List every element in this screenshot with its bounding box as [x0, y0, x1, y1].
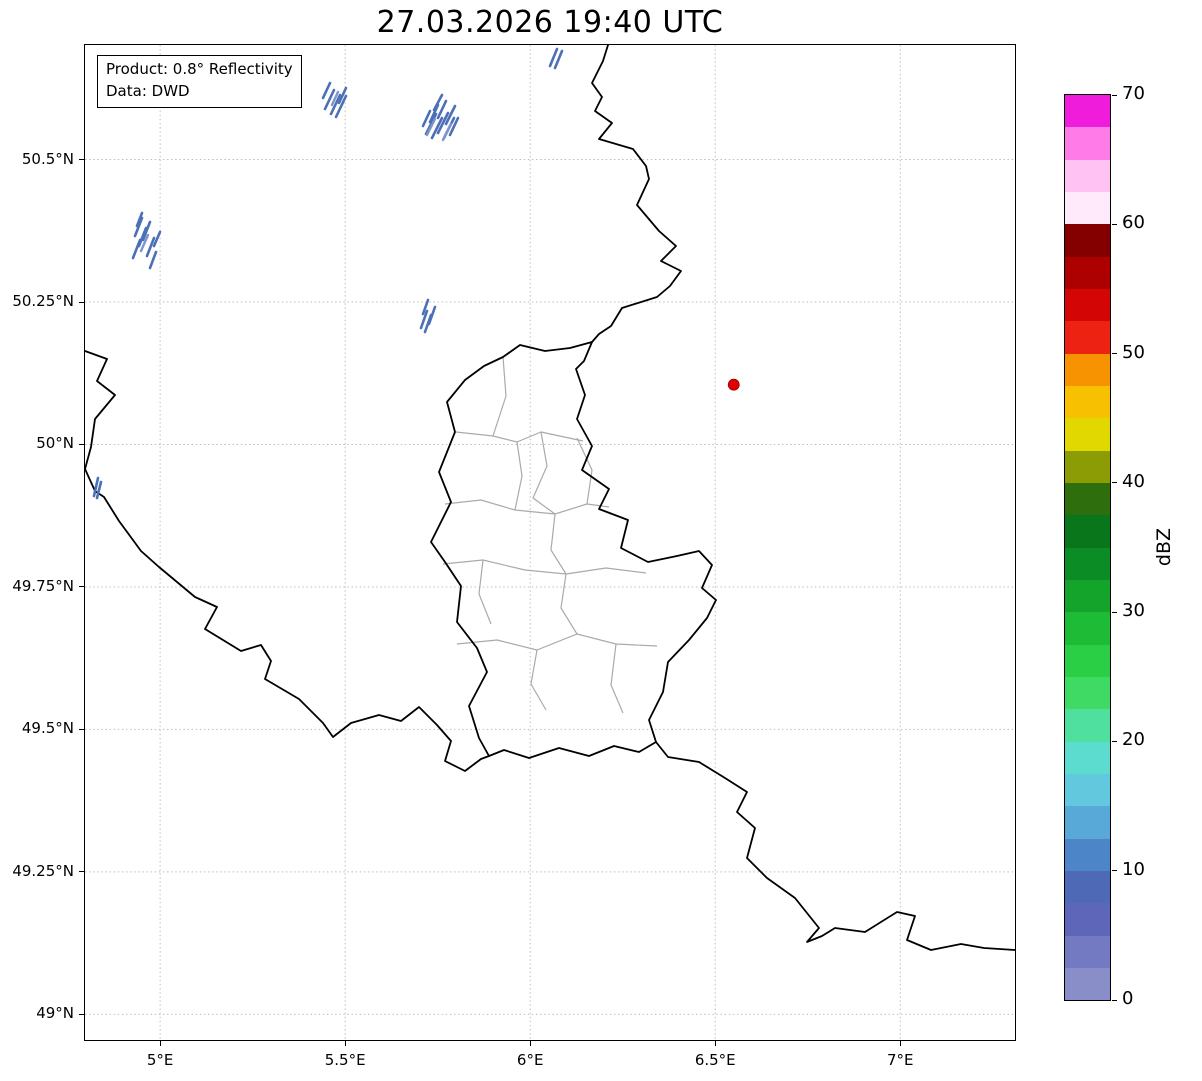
- x-tick-label: 5.5°E: [324, 1051, 366, 1069]
- radar-echo-cluster: [92, 476, 103, 500]
- border-luxembourg-outline: [430, 341, 717, 759]
- y-tick-label: 50.25°N: [12, 292, 74, 310]
- x-tick-mark: [714, 1041, 716, 1046]
- colorbar-segment: [1065, 741, 1110, 774]
- x-tick-label: 6.5°E: [694, 1051, 736, 1069]
- info-product-line: Product: 0.8° Reflectivity: [106, 60, 293, 78]
- colorbar-tick-mark: [1112, 353, 1117, 355]
- colorbar-segment: [1065, 159, 1110, 192]
- radar-site-marker: [727, 378, 740, 391]
- colorbar-segment: [1065, 903, 1110, 936]
- colorbar-axis-label-wrap: dBZ: [1144, 527, 1184, 567]
- map-plot-area: Product: 0.8° Reflectivity Data: DWD: [84, 44, 1016, 1041]
- colorbar-segment: [1065, 353, 1110, 386]
- colorbar-segment: [1065, 515, 1110, 548]
- colorbar-tick-mark: [1112, 740, 1117, 742]
- radar-echoes-light: [139, 90, 453, 253]
- colorbar-segment: [1065, 321, 1110, 354]
- colorbar-segment: [1065, 806, 1110, 839]
- colorbar-tick-label: 20: [1122, 729, 1145, 751]
- colorbar-tick-mark: [1112, 223, 1117, 225]
- x-tick-label: 5°E: [146, 1051, 174, 1069]
- x-tick-mark: [159, 1041, 161, 1046]
- y-tick-mark: [79, 586, 84, 588]
- info-box: Product: 0.8° Reflectivity Data: DWD: [97, 55, 302, 108]
- y-tick-label: 49°N: [36, 1004, 74, 1023]
- x-tick-mark: [344, 1041, 346, 1046]
- y-tick-mark: [79, 1013, 84, 1015]
- colorbar-segment: [1065, 547, 1110, 580]
- y-tick-label: 50°N: [36, 434, 74, 453]
- colorbar-segment: [1065, 256, 1110, 289]
- border-belgium-france: [85, 350, 490, 772]
- colorbar-tick-label: 70: [1122, 83, 1145, 104]
- luxembourg-canton-borders: [442, 356, 658, 714]
- colorbar-gradient: [1065, 95, 1110, 1001]
- x-tick-mark: [899, 1041, 901, 1046]
- colorbar-segment: [1065, 838, 1110, 871]
- colorbar-axis-label: dBZ: [1153, 527, 1175, 567]
- y-tick-mark: [79, 871, 84, 873]
- colorbar-segment: [1065, 870, 1110, 904]
- colorbar-segment: [1065, 676, 1110, 710]
- x-tick-label: 6°E: [516, 1051, 544, 1069]
- colorbar-tick-mark: [1112, 999, 1117, 1001]
- map-svg: [85, 45, 1015, 1040]
- y-tick-mark: [79, 301, 84, 303]
- colorbar: [1064, 94, 1111, 1001]
- colorbar-segment: [1065, 450, 1110, 483]
- colorbar-tick-label: 0: [1122, 988, 1134, 1009]
- country-borders: [85, 45, 1015, 951]
- colorbar-segment: [1065, 579, 1110, 613]
- y-tick-mark: [79, 159, 84, 161]
- y-tick-label: 50.5°N: [21, 149, 74, 168]
- radar-echo-cluster: [421, 93, 460, 140]
- border-france-germany: [655, 741, 1015, 951]
- colorbar-segment: [1065, 482, 1110, 516]
- colorbar-tick-mark: [1112, 94, 1117, 96]
- border-belgium-germany: [591, 45, 682, 343]
- radar-echo-cluster: [131, 211, 162, 270]
- colorbar-tick-label: 10: [1122, 858, 1145, 880]
- plot-title: 27.03.2026 19:40 UTC: [376, 5, 724, 40]
- colorbar-tick-label: 60: [1122, 212, 1145, 234]
- radar-echo-cluster: [548, 47, 564, 70]
- colorbar-segment: [1065, 612, 1110, 645]
- info-data-source-line: Data: DWD: [106, 81, 190, 100]
- y-tick-mark: [79, 443, 84, 445]
- y-tick-label: 49.5°N: [21, 719, 74, 738]
- colorbar-segment: [1065, 385, 1110, 419]
- y-tick-mark: [79, 728, 84, 730]
- colorbar-segment: [1065, 773, 1110, 807]
- radar-echo-cluster: [419, 298, 437, 334]
- colorbar-segment: [1065, 191, 1110, 225]
- radar-echoes: [92, 47, 564, 500]
- colorbar-segment: [1065, 224, 1110, 257]
- colorbar-segment: [1065, 418, 1110, 451]
- colorbar-tick-label: 50: [1122, 341, 1145, 363]
- colorbar-segment: [1065, 127, 1110, 160]
- colorbar-segment: [1065, 967, 1110, 1001]
- x-tick-mark: [529, 1041, 531, 1046]
- radar-echo-cluster: [321, 81, 348, 119]
- gridlines: [85, 45, 1015, 1040]
- y-tick-label: 49.75°N: [12, 576, 74, 595]
- colorbar-tick-mark: [1112, 611, 1117, 613]
- canton-border-path: [442, 356, 658, 714]
- y-tick-label: 49.25°N: [12, 861, 74, 880]
- colorbar-segment: [1065, 935, 1110, 968]
- colorbar-segment: [1065, 288, 1110, 322]
- colorbar-tick-label: 30: [1122, 600, 1145, 622]
- colorbar-segment: [1065, 95, 1110, 128]
- colorbar-segment: [1065, 709, 1110, 742]
- colorbar-tick-mark: [1112, 870, 1117, 872]
- colorbar-tick-label: 40: [1122, 470, 1145, 492]
- colorbar-tick-mark: [1112, 482, 1117, 484]
- x-tick-label: 7°E: [887, 1051, 914, 1069]
- colorbar-segment: [1065, 644, 1110, 677]
